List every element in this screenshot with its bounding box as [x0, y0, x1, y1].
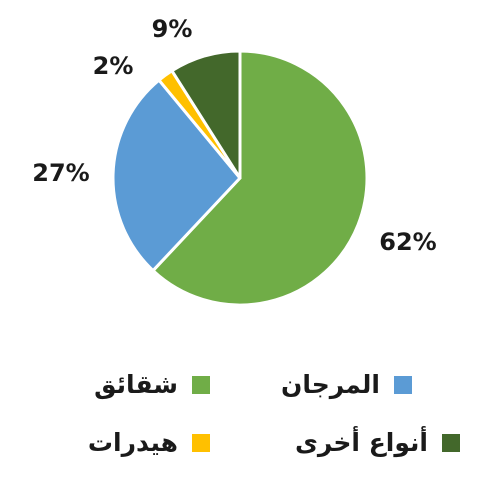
- pie-chart: 62% 27% 2% 9%: [32, 15, 437, 307]
- legend: شقائق المرجان هيدرات أنواع أخرى: [0, 360, 500, 480]
- pie-value-label-0: 62%: [379, 228, 436, 256]
- legend-swatch-other: [442, 433, 460, 452]
- legend-item-marjan: المرجان: [281, 370, 412, 399]
- legend-label-marjan: المرجان: [280, 370, 380, 399]
- pie-slice-3: [170, 49, 242, 180]
- pie-value-label-2: 2%: [93, 52, 134, 80]
- legend-swatch-marjan: [394, 375, 412, 394]
- legend-label-hydrat: هيدرات: [87, 428, 178, 457]
- legend-item-other: أنواع أخرى: [295, 428, 460, 457]
- legend-swatch-shaqaiq: [192, 375, 210, 394]
- pie-slice-0: [151, 49, 369, 307]
- legend-item-hydrat: هيدرات: [88, 428, 210, 457]
- legend-label-shaqaiq: شقائق: [94, 370, 178, 399]
- legend-item-shaqaiq: شقائق: [94, 370, 210, 399]
- pie-slice-1: [111, 78, 242, 273]
- legend-swatch-hydrat: [192, 433, 210, 452]
- pie-value-labels: 62% 27% 2% 9%: [32, 15, 436, 256]
- pie-value-label-1: 27%: [32, 159, 89, 187]
- pie-value-label-3: 9%: [152, 15, 193, 43]
- legend-label-other: أنواع أخرى: [294, 428, 428, 457]
- pie-slices: [111, 49, 369, 307]
